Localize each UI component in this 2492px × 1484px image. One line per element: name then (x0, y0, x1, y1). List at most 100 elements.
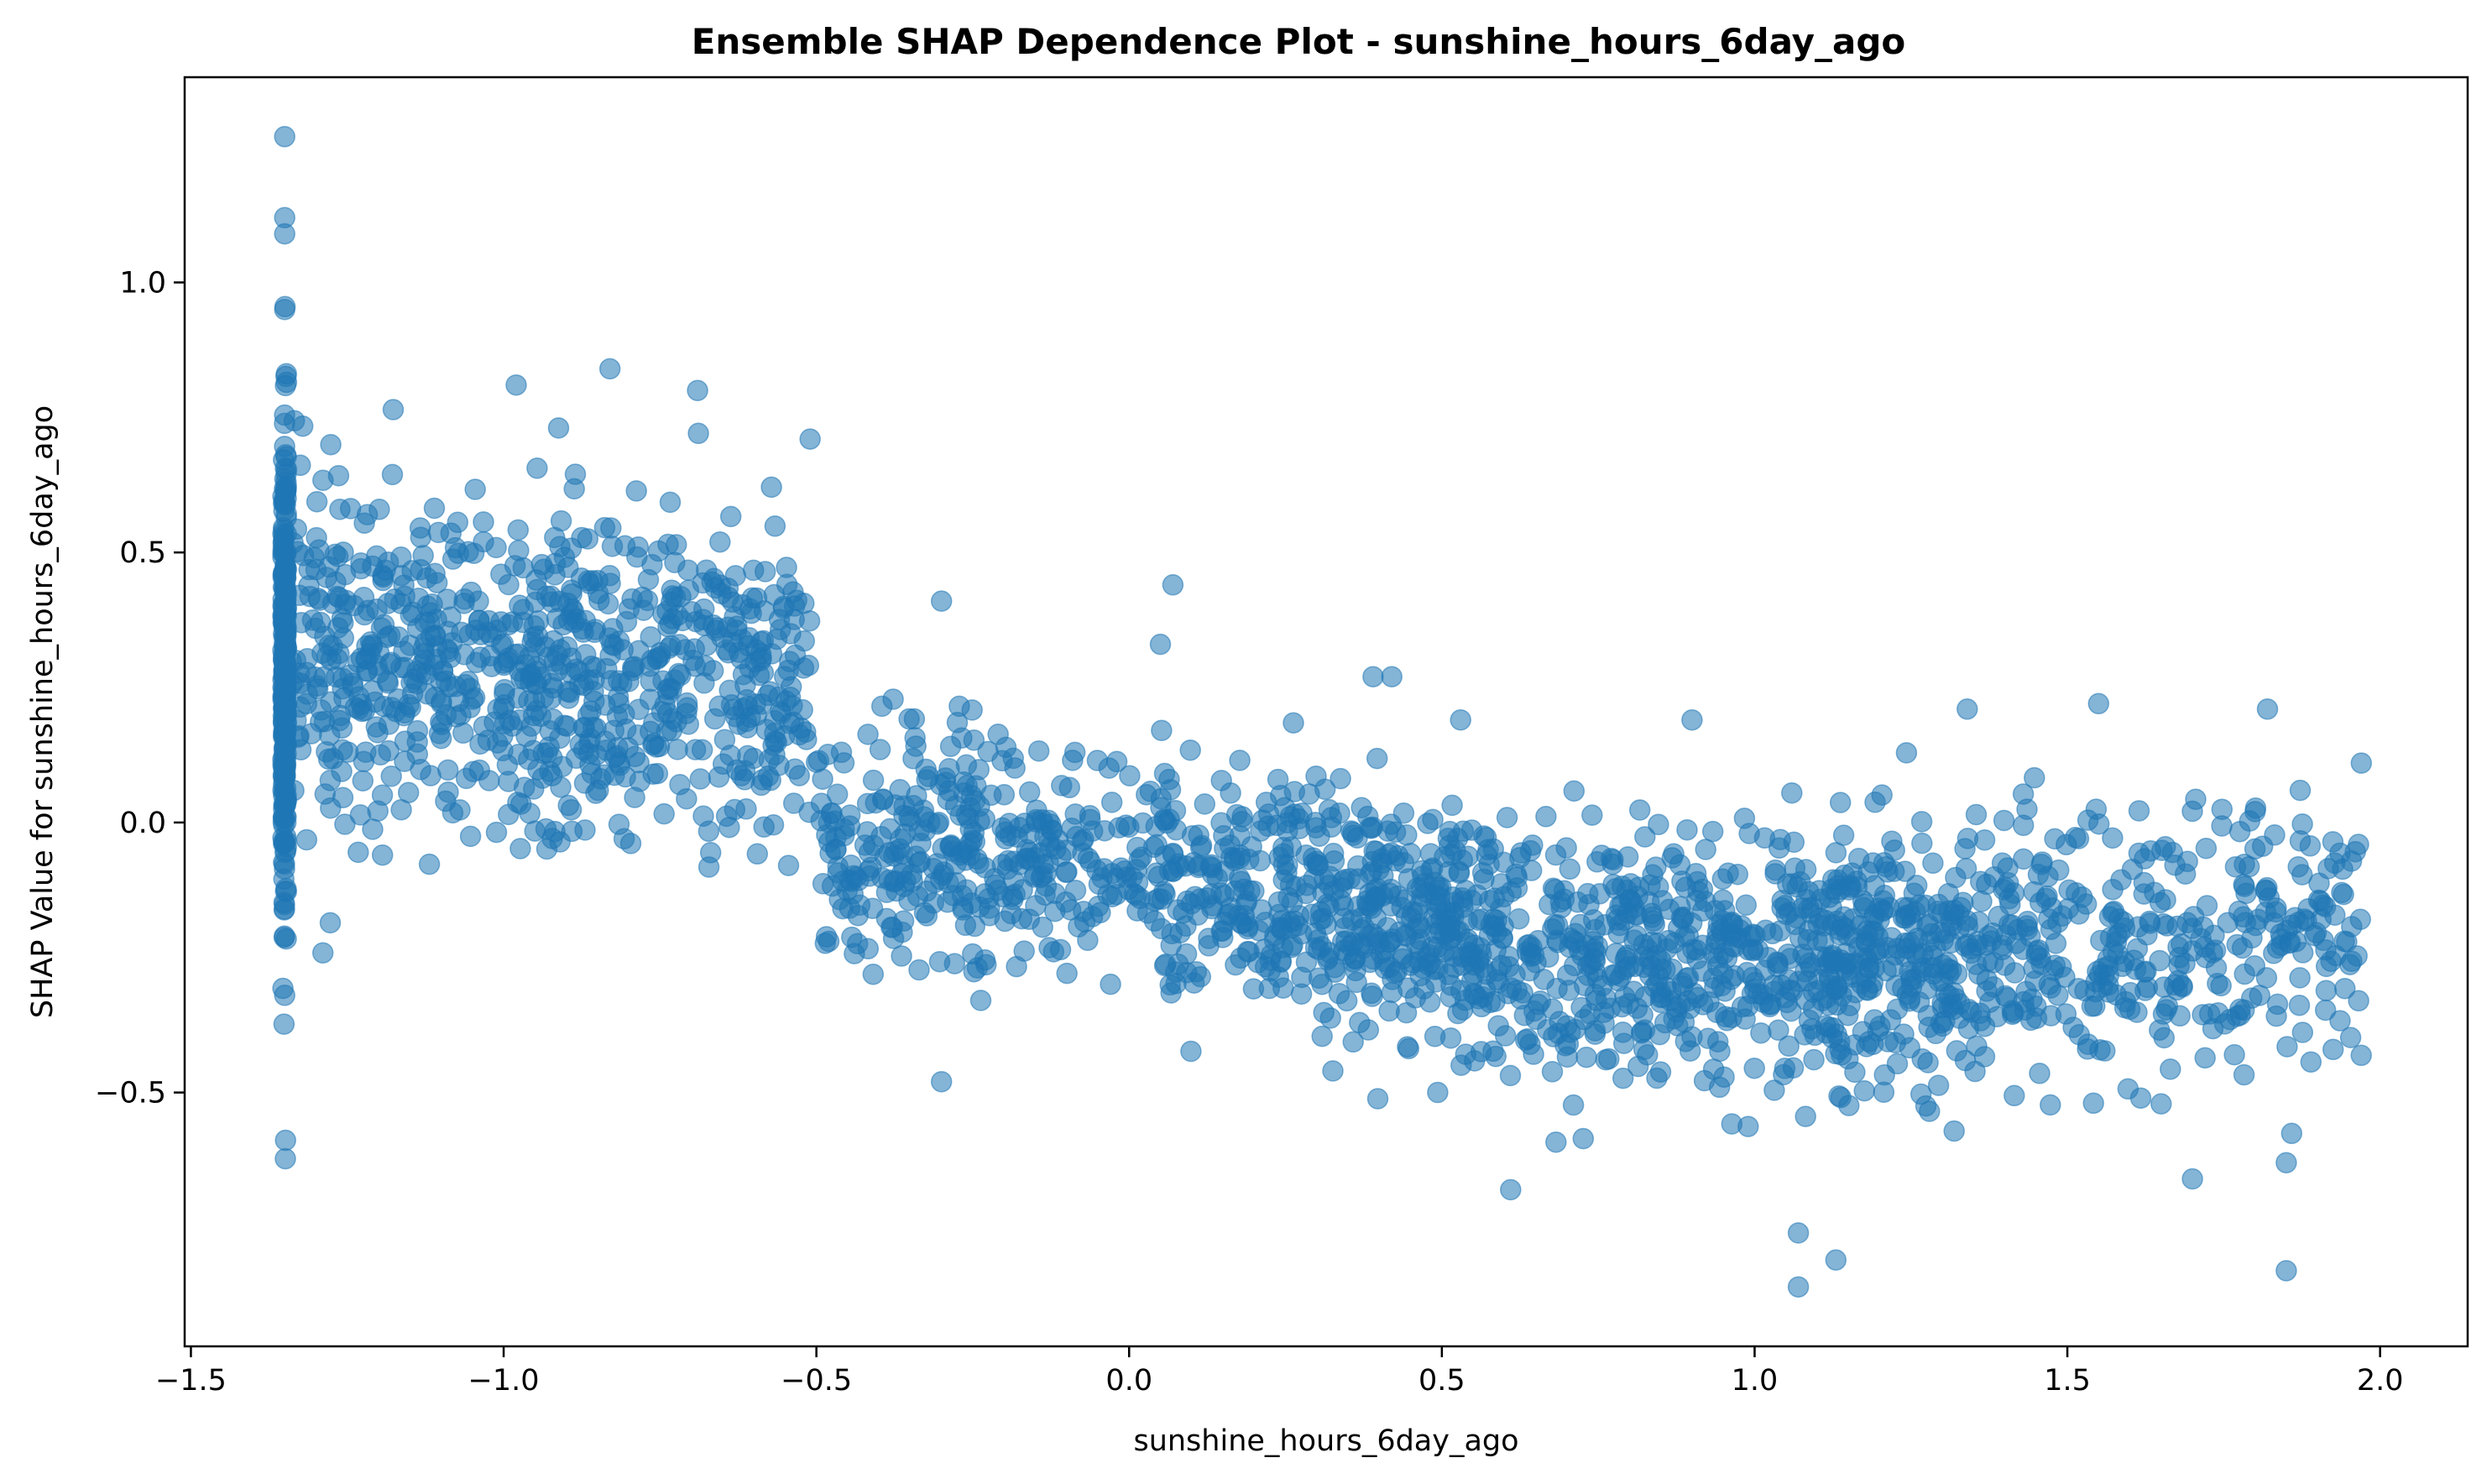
scatter-point (2251, 835, 2274, 857)
scatter-point (1330, 889, 1352, 912)
scatter-point (2338, 954, 2361, 975)
scatter-point (2233, 1063, 2255, 1086)
scatter-point (1584, 1023, 1606, 1045)
scatter-point (1927, 1074, 1950, 1096)
scatter-point (1105, 750, 1128, 773)
scatter-point (1086, 750, 1109, 771)
scatter-point (441, 802, 464, 824)
scatter-point (540, 687, 562, 709)
scatter-point (1882, 955, 1904, 978)
scatter-point (2265, 1005, 2287, 1027)
scatter-point (418, 853, 441, 875)
scatter-point (2082, 1092, 2104, 1115)
scatter-point (1394, 889, 1417, 911)
scatter-point (2071, 886, 2093, 908)
x-tick-label: 1.5 (2044, 1364, 2091, 1398)
scatter-point (319, 912, 342, 934)
scatter-point (1023, 866, 1045, 888)
scatter-point (468, 590, 489, 613)
scatter-point (1967, 963, 1990, 985)
scatter-point (1183, 972, 1205, 994)
scatter-point (1296, 875, 1318, 896)
scatter-point (1825, 1249, 1847, 1271)
scatter-point (622, 659, 644, 682)
scatter-point (1280, 836, 1303, 858)
scatter-point (999, 824, 1021, 847)
scatter-point (2081, 995, 2103, 1017)
scatter-point (2128, 842, 2150, 865)
scatter-point (1468, 948, 1490, 970)
scatter-point (1319, 1007, 1341, 1029)
scatter-point (547, 417, 570, 439)
scatter-point (1826, 977, 1847, 999)
y-tick-label: 1.0 (119, 266, 166, 300)
x-axis-label: sunshine_hours_6day_ago (1133, 1424, 1518, 1458)
scatter-point (955, 754, 978, 776)
scatter-point (2224, 855, 2247, 878)
scatter-point (552, 614, 574, 636)
scatter-point (409, 517, 431, 539)
scatter-point (1648, 813, 1669, 836)
scatter-point (948, 695, 970, 718)
scatter-point (560, 798, 583, 821)
scatter-point (849, 894, 871, 917)
scatter-point (377, 593, 399, 614)
scatter-point (1957, 1017, 1980, 1040)
scatter-point (2139, 910, 2160, 933)
scatter-point (291, 415, 314, 437)
scatter-point (350, 647, 373, 669)
scatter-point (608, 692, 630, 714)
scatter-point (1087, 895, 1110, 917)
scatter-point (2289, 779, 2312, 802)
scatter-point (1041, 819, 1063, 842)
scatter-point (493, 654, 515, 677)
scatter-point (1575, 1046, 1597, 1069)
scatter-point (1439, 820, 1461, 843)
scatter-point (734, 760, 756, 782)
scatter-point (1943, 1120, 1965, 1142)
scatter-point (1427, 958, 1449, 980)
scatter-point (1342, 1031, 1364, 1053)
scatter-point (2339, 1027, 2362, 1048)
scatter-point (1179, 739, 1201, 761)
y-tick-label: 0.5 (119, 536, 166, 570)
scatter-point (1833, 906, 1855, 928)
scatter-point (2164, 854, 2186, 876)
scatter-point (618, 598, 640, 620)
scatter-point (2331, 881, 2353, 904)
scatter-point (2344, 840, 2366, 863)
scatter-point (427, 521, 450, 544)
scatter-point (1439, 914, 1461, 937)
scatter-point (718, 816, 740, 839)
scatter-point (2040, 1094, 2061, 1116)
scatter-point (937, 788, 959, 811)
scatter-point (1582, 909, 1605, 931)
scatter-point (290, 612, 312, 634)
scatter-point (628, 698, 650, 720)
scatter-point (964, 915, 986, 938)
scatter-point (1055, 891, 1077, 913)
scatter-point (1641, 902, 1663, 925)
scatter-point (437, 640, 459, 663)
scatter-point (923, 871, 946, 894)
scatter-point (406, 719, 429, 742)
scatter-point (677, 579, 700, 602)
scatter-point (1802, 981, 1825, 1003)
x-axis-ticks: −1.5 −1.0 −0.5 0.0 0.5 1.0 1.5 2.0 (155, 1346, 2404, 1398)
scatter-point (335, 589, 358, 612)
scatter-point (2280, 1122, 2303, 1145)
scatter-point (423, 497, 446, 520)
scatter-point (498, 573, 520, 596)
scatter-point (1131, 846, 1152, 868)
scatter-point (1895, 742, 1918, 764)
scatter-point (1544, 844, 1567, 866)
scatter-point (350, 552, 372, 574)
scatter-point (2192, 1004, 2213, 1026)
scatter-point (311, 942, 334, 964)
scatter-point (1581, 804, 1603, 826)
scatter-point (980, 784, 1002, 807)
scatter-point (273, 833, 295, 854)
scatter-point (1330, 767, 1351, 790)
scatter-point (468, 609, 490, 631)
scatter-point (287, 726, 309, 748)
